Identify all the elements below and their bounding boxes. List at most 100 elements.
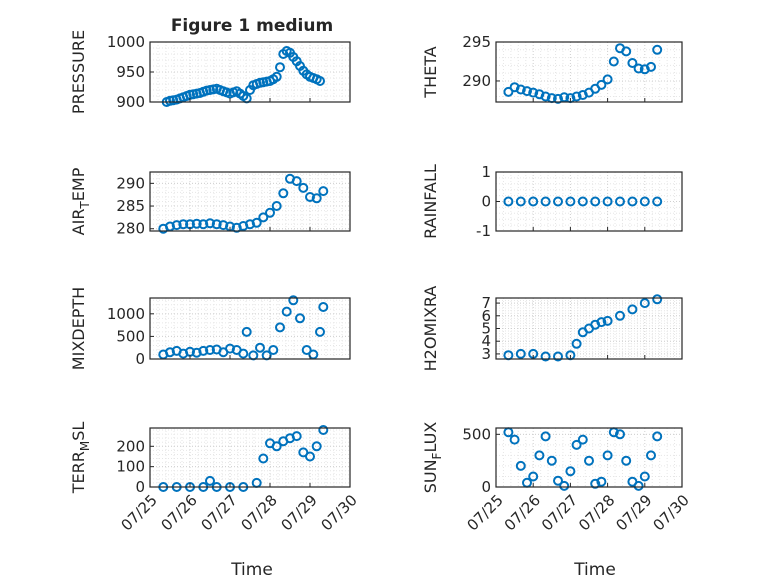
data-point: [627, 304, 638, 315]
data-point: [615, 310, 625, 321]
data-point: [515, 460, 526, 471]
data-point: [238, 348, 249, 359]
y-tick-label: 6: [481, 307, 491, 325]
data-point: [291, 431, 302, 442]
x-tick-label: 07/26: [158, 491, 201, 534]
subplot-theta: 290 295 THETA: [421, 33, 683, 104]
data-point: [271, 71, 282, 82]
data-point: [318, 186, 329, 197]
data-point: [315, 76, 325, 86]
y-tick-label: 0: [135, 478, 145, 496]
y-tick-label: 1000: [107, 33, 145, 51]
data-point: [577, 434, 588, 445]
y-axis-label: RAINFALL: [421, 164, 440, 239]
data-point: [608, 56, 619, 67]
data-point: [596, 79, 607, 90]
x-tick-label: 07/27: [198, 491, 241, 534]
y-tick-label: 950: [116, 63, 145, 81]
y-tick-label: 290: [116, 174, 145, 192]
data-point: [565, 466, 576, 477]
data-point: [509, 434, 520, 445]
data-point: [258, 453, 269, 464]
y-axis-label: THETA: [421, 46, 440, 98]
data-point: [639, 471, 650, 482]
data-point: [615, 196, 625, 207]
subplot-pressure: 900 950 1000 PRESSURE: [69, 30, 351, 114]
data-point: [633, 480, 644, 491]
data-point: [198, 345, 209, 356]
data-point: [590, 196, 601, 207]
y-tick-label: 285: [116, 197, 145, 215]
y-tick-label: 1: [481, 163, 491, 181]
y-tick-label: 500: [116, 327, 145, 345]
data-point: [553, 475, 563, 486]
data-point: [540, 431, 551, 442]
data-point: [205, 218, 215, 229]
data-point: [318, 425, 329, 435]
data-point: [315, 326, 325, 337]
y-axis-label: MIXDEPTH: [69, 287, 88, 370]
x-tick-label: 07/30: [650, 491, 693, 534]
data-point: [571, 91, 582, 102]
data-point: [596, 317, 607, 328]
data-point: [251, 217, 262, 228]
data-point: [271, 441, 282, 452]
data-point: [515, 196, 526, 207]
data-point: [602, 74, 613, 85]
data-point: [540, 91, 551, 102]
data-point: [275, 322, 285, 333]
axes-box: [149, 427, 351, 488]
y-tick-label: 4: [481, 332, 491, 350]
x-tick-label: 07/28: [238, 491, 281, 534]
x-tick-label: 07/25: [118, 491, 161, 534]
data-point: [278, 188, 289, 199]
data-point: [311, 441, 322, 452]
axes-box: [495, 427, 683, 488]
data-point: [534, 450, 545, 461]
data-point: [515, 84, 526, 95]
data-point: [584, 455, 594, 466]
x-axis-label-right: Time: [573, 560, 616, 580]
data-point: [633, 63, 644, 74]
data-point: [515, 348, 526, 359]
data-point: [596, 476, 607, 487]
data-point: [305, 451, 315, 462]
y-tick-label: -1: [476, 222, 491, 240]
data-point: [281, 306, 292, 317]
y-axis-label: SUNFLUX: [421, 422, 444, 494]
data-point: [540, 351, 551, 362]
data-point: [565, 196, 576, 207]
data-point: [178, 219, 189, 230]
data-point: [522, 86, 532, 97]
data-point: [639, 298, 650, 309]
data-point: [553, 93, 563, 104]
data-point: [311, 193, 322, 204]
data-point: [590, 478, 601, 489]
data-point: [503, 196, 514, 207]
plot-area: [150, 428, 350, 487]
y-axis-label: TERRMSL: [69, 422, 92, 495]
data-point: [225, 343, 235, 354]
data-point: [571, 338, 582, 349]
data-point: [615, 429, 625, 440]
data-point: [546, 455, 557, 466]
data-point: [540, 196, 551, 207]
data-point: [602, 450, 613, 461]
y-axis-label: H2OMIXRA: [421, 286, 440, 372]
data-point: [646, 450, 656, 461]
data-point: [559, 92, 570, 103]
data-point: [553, 351, 563, 362]
y-tick-label: 290: [462, 72, 491, 90]
data-point: [503, 86, 514, 97]
data-point: [171, 220, 182, 231]
series-markers: [158, 295, 329, 361]
y-tick-label: 1000: [107, 305, 145, 323]
subplot-air-temp: 280 285 290 AIRTEMP: [69, 167, 351, 238]
data-point: [646, 61, 656, 72]
series-markers: [503, 43, 663, 104]
x-axis-label-left: Time: [230, 560, 273, 580]
axes-box: [149, 171, 351, 232]
y-tick-label: 0: [481, 193, 491, 211]
